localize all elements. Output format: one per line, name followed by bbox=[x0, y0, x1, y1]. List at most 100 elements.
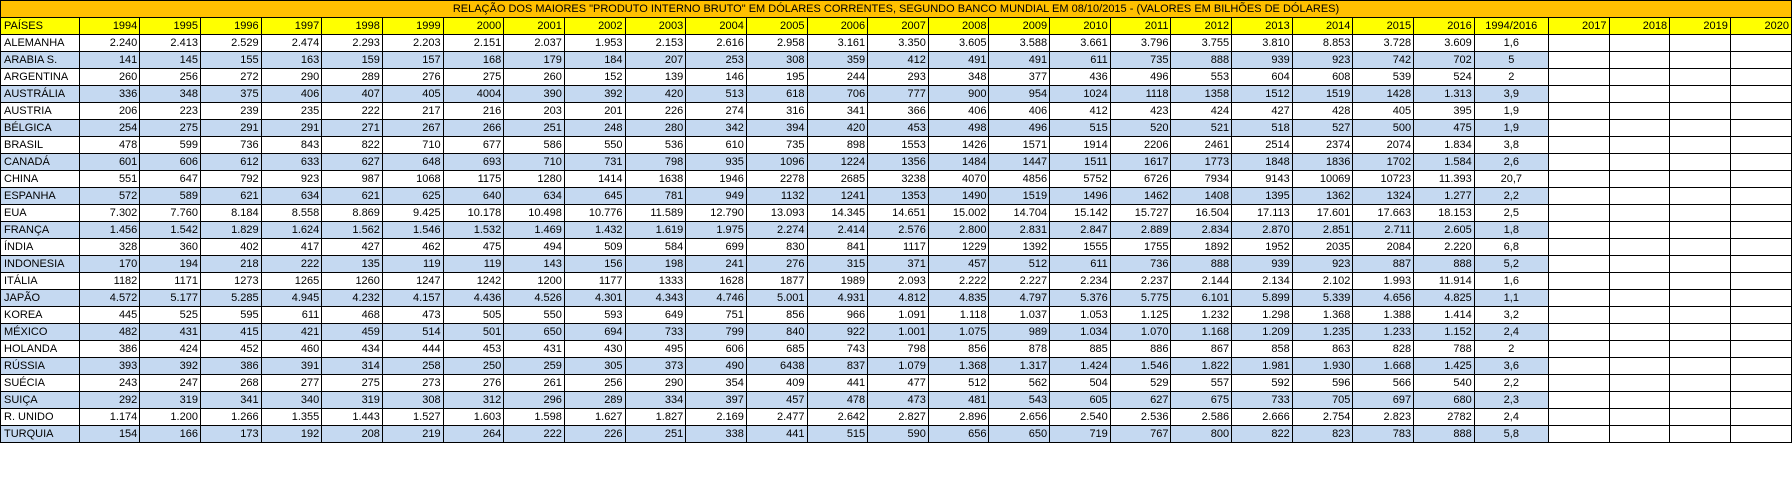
value-cell[interactable]: 1096 bbox=[745, 153, 808, 171]
value-cell[interactable]: 336 bbox=[78, 85, 141, 103]
header-cell[interactable]: 1995 bbox=[139, 17, 201, 35]
value-cell[interactable]: 1484 bbox=[927, 153, 990, 171]
empty-cell[interactable] bbox=[1547, 119, 1610, 137]
value-cell[interactable]: 8.869 bbox=[321, 204, 383, 222]
value-cell[interactable]: 710 bbox=[503, 153, 565, 171]
empty-cell[interactable] bbox=[1608, 238, 1671, 256]
value-cell[interactable]: 9.425 bbox=[381, 204, 444, 222]
empty-cell[interactable] bbox=[1608, 357, 1671, 375]
value-cell[interactable]: 226 bbox=[563, 425, 626, 443]
value-cell[interactable]: 1.624 bbox=[260, 221, 323, 239]
value-cell[interactable]: 371 bbox=[867, 255, 929, 273]
value-cell[interactable]: 276 bbox=[381, 68, 444, 86]
value-cell[interactable]: 1182 bbox=[78, 272, 141, 290]
value-cell[interactable]: 1408 bbox=[1170, 187, 1233, 205]
empty-cell[interactable] bbox=[1547, 187, 1610, 205]
value-cell[interactable]: 1.827 bbox=[624, 408, 687, 426]
header-cell[interactable]: PAÍSES bbox=[0, 17, 80, 35]
value-cell[interactable]: 145 bbox=[139, 51, 201, 69]
ratio-cell[interactable]: 1,9 bbox=[1473, 119, 1549, 137]
value-cell[interactable]: 1.668 bbox=[1352, 357, 1415, 375]
value-cell[interactable]: 276 bbox=[745, 255, 808, 273]
value-cell[interactable]: 634 bbox=[260, 187, 323, 205]
value-cell[interactable]: 293 bbox=[867, 68, 929, 86]
empty-cell[interactable] bbox=[1547, 374, 1610, 392]
value-cell[interactable]: 512 bbox=[927, 374, 990, 392]
ratio-cell[interactable]: 3,9 bbox=[1473, 85, 1549, 103]
value-cell[interactable]: 222 bbox=[260, 255, 323, 273]
empty-cell[interactable] bbox=[1729, 340, 1792, 358]
value-cell[interactable]: 490 bbox=[685, 357, 747, 375]
value-cell[interactable]: 154 bbox=[78, 425, 141, 443]
value-cell[interactable]: 599 bbox=[139, 136, 201, 154]
header-cell[interactable]: 2000 bbox=[442, 17, 505, 35]
value-cell[interactable]: 822 bbox=[321, 136, 383, 154]
value-cell[interactable]: 2.656 bbox=[988, 408, 1051, 426]
value-cell[interactable]: 1.235 bbox=[1291, 323, 1354, 341]
country-cell[interactable]: RÚSSIA bbox=[0, 357, 80, 375]
value-cell[interactable]: 828 bbox=[1352, 340, 1415, 358]
value-cell[interactable]: 4004 bbox=[442, 85, 505, 103]
value-cell[interactable]: 477 bbox=[867, 374, 929, 392]
country-cell[interactable]: AUSTRÁLIA bbox=[0, 85, 80, 103]
empty-cell[interactable] bbox=[1547, 357, 1610, 375]
value-cell[interactable]: 543 bbox=[988, 391, 1051, 409]
value-cell[interactable]: 289 bbox=[563, 391, 626, 409]
value-cell[interactable]: 1.266 bbox=[199, 408, 262, 426]
value-cell[interactable]: 273 bbox=[381, 374, 444, 392]
value-cell[interactable]: 2.414 bbox=[806, 221, 869, 239]
value-cell[interactable]: 184 bbox=[563, 51, 626, 69]
value-cell[interactable]: 1836 bbox=[1291, 153, 1354, 171]
value-cell[interactable]: 1.001 bbox=[867, 323, 929, 341]
value-cell[interactable]: 3.609 bbox=[1413, 34, 1475, 52]
value-cell[interactable]: 218 bbox=[199, 255, 262, 273]
value-cell[interactable]: 1952 bbox=[1231, 238, 1293, 256]
value-cell[interactable]: 1989 bbox=[806, 272, 869, 290]
value-cell[interactable]: 557 bbox=[1170, 374, 1233, 392]
value-cell[interactable]: 1353 bbox=[867, 187, 929, 205]
value-cell[interactable]: 705 bbox=[1291, 391, 1354, 409]
value-cell[interactable]: 539 bbox=[1352, 68, 1415, 86]
value-cell[interactable]: 266 bbox=[442, 119, 505, 137]
value-cell[interactable]: 424 bbox=[139, 340, 201, 358]
empty-cell[interactable] bbox=[1669, 68, 1731, 86]
header-cell[interactable]: 2013 bbox=[1231, 17, 1293, 35]
value-cell[interactable]: 8.853 bbox=[1291, 34, 1354, 52]
value-cell[interactable]: 1.079 bbox=[867, 357, 929, 375]
value-cell[interactable]: 427 bbox=[1231, 102, 1293, 120]
value-cell[interactable]: 886 bbox=[1109, 340, 1172, 358]
empty-cell[interactable] bbox=[1547, 204, 1610, 222]
value-cell[interactable]: 649 bbox=[624, 306, 687, 324]
value-cell[interactable]: 6.101 bbox=[1170, 289, 1233, 307]
empty-cell[interactable] bbox=[1547, 85, 1610, 103]
ratio-cell[interactable]: 1,1 bbox=[1473, 289, 1549, 307]
value-cell[interactable]: 685 bbox=[745, 340, 808, 358]
value-cell[interactable]: 386 bbox=[78, 340, 141, 358]
value-cell[interactable]: 1.627 bbox=[563, 408, 626, 426]
empty-cell[interactable] bbox=[1547, 221, 1610, 239]
value-cell[interactable]: 799 bbox=[685, 323, 747, 341]
value-cell[interactable]: 923 bbox=[260, 170, 323, 188]
ratio-cell[interactable]: 2,2 bbox=[1473, 374, 1549, 392]
value-cell[interactable]: 1512 bbox=[1231, 85, 1293, 103]
empty-cell[interactable] bbox=[1669, 119, 1731, 137]
value-cell[interactable]: 260 bbox=[503, 68, 565, 86]
value-cell[interactable]: 1.277 bbox=[1413, 187, 1475, 205]
value-cell[interactable]: 1.368 bbox=[927, 357, 990, 375]
value-cell[interactable]: 244 bbox=[806, 68, 869, 86]
value-cell[interactable]: 207 bbox=[624, 51, 687, 69]
value-cell[interactable]: 1.425 bbox=[1413, 357, 1475, 375]
empty-cell[interactable] bbox=[1729, 357, 1792, 375]
value-cell[interactable]: 640 bbox=[442, 187, 505, 205]
value-cell[interactable]: 9143 bbox=[1231, 170, 1293, 188]
value-cell[interactable]: 5752 bbox=[1049, 170, 1111, 188]
value-cell[interactable]: 1914 bbox=[1049, 136, 1111, 154]
value-cell[interactable]: 1.075 bbox=[927, 323, 990, 341]
value-cell[interactable]: 2514 bbox=[1231, 136, 1293, 154]
value-cell[interactable]: 156 bbox=[563, 255, 626, 273]
value-cell[interactable]: 1260 bbox=[321, 272, 383, 290]
value-cell[interactable]: 1.232 bbox=[1170, 306, 1233, 324]
value-cell[interactable]: 1.546 bbox=[1109, 357, 1172, 375]
value-cell[interactable]: 420 bbox=[624, 85, 687, 103]
value-cell[interactable]: 10.776 bbox=[563, 204, 626, 222]
